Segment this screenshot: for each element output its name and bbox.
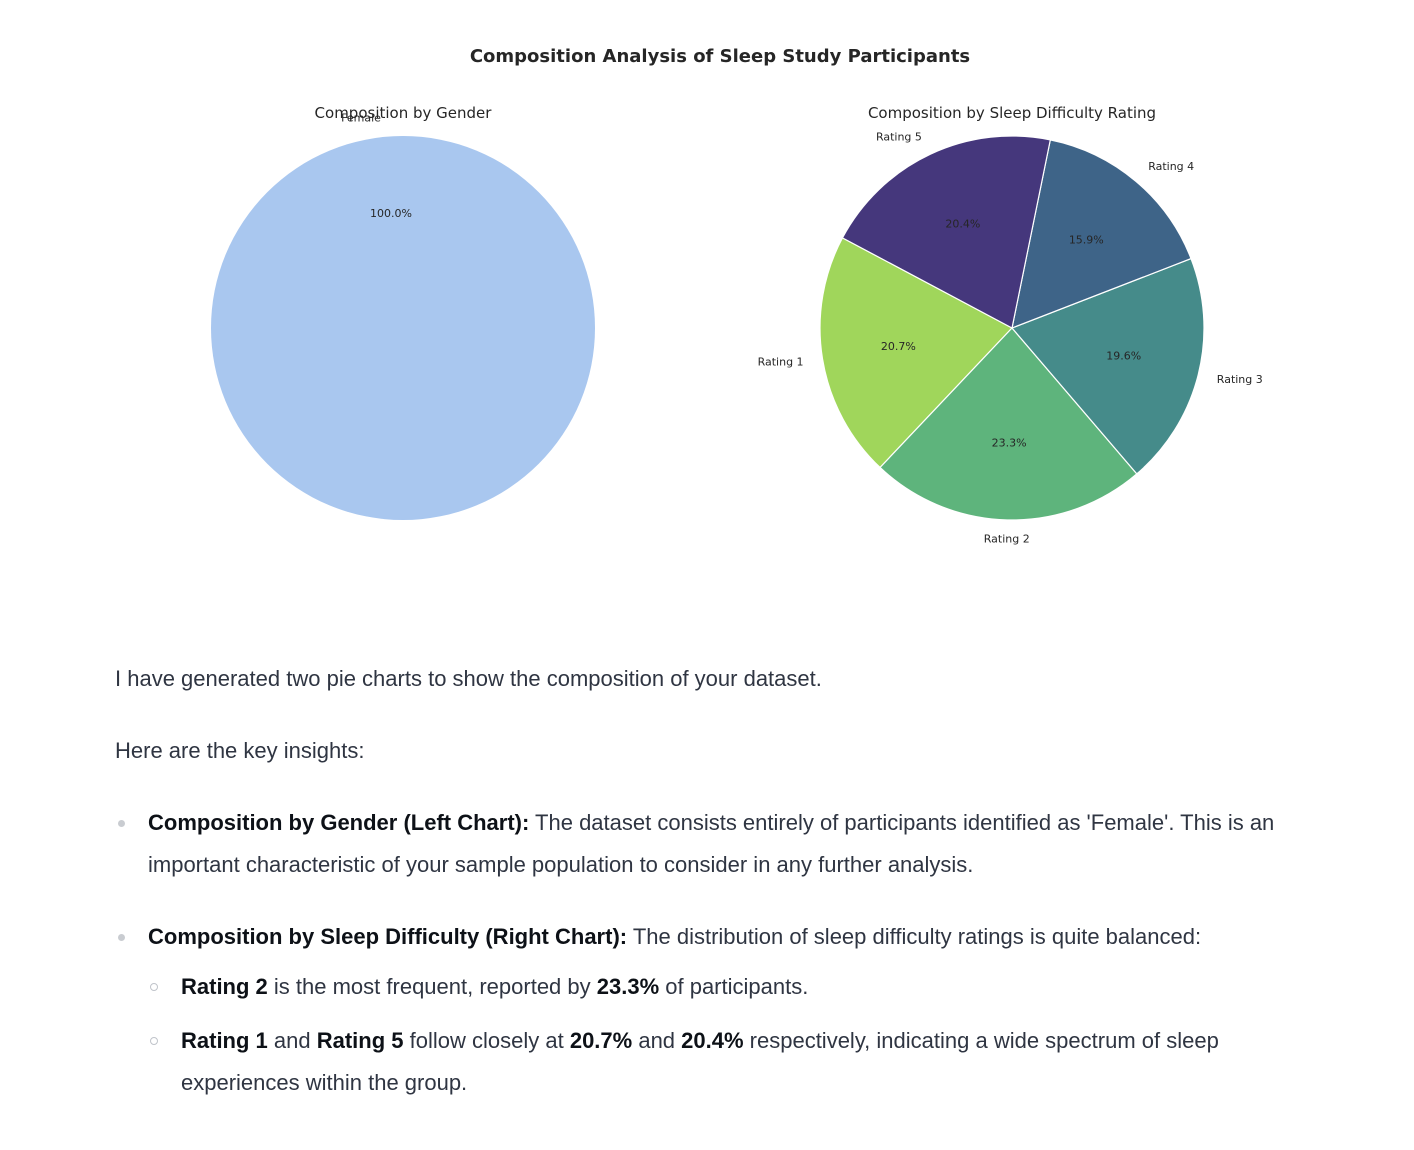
- insights-heading: Here are the key insights:: [115, 738, 365, 763]
- pie-percent-label-rating-1: 20.7%: [881, 340, 916, 353]
- pie-slice-rating-5: [841, 135, 1052, 329]
- pie-percent-label-rating-4: 15.9%: [1069, 233, 1104, 246]
- intro-paragraph: I have generated two pie charts to show …: [115, 666, 822, 691]
- sleep-difficulty-pie-chart: 20.7% Rating 1 23.3% Rating 2 19.6% Rating 3 1…: [758, 130, 1263, 545]
- pie-slice-label-female: Female: [341, 111, 381, 124]
- sub2-text-b: follow closely at: [403, 1028, 570, 1053]
- pie-slice-rating-1: [819, 237, 1013, 469]
- pie-slice-label-rating-5: Rating 5: [876, 130, 922, 143]
- sub2-bold-pct2: 20.4%: [681, 1028, 744, 1053]
- bullet1-text: The dataset consists entirely of partici…: [148, 810, 1275, 877]
- bullet2-text: The distribution of sleep difficulty rat…: [627, 924, 1202, 949]
- pie-slice-label-rating-1: Rating 1: [758, 356, 804, 369]
- insights-list: Composition by Gender (Left Chart): The …: [115, 802, 1335, 1104]
- sub2-bold-pct1: 20.7%: [569, 1028, 633, 1053]
- sub2-text-a: and: [267, 1028, 317, 1053]
- sub2-bold-rating1: Rating 1: [181, 1028, 268, 1053]
- pie-slice-label-rating-2: Rating 2: [984, 533, 1030, 546]
- pie-slice-female: [211, 136, 595, 520]
- sub2-bold-rating5: Rating 5: [316, 1028, 404, 1053]
- sub-item-rating-1-5: Rating 1 and Rating 5 follow closely at …: [148, 1020, 1335, 1104]
- sub2-text-d: respectively, indicating a wide spectrum…: [181, 1028, 1219, 1095]
- pie-slice-label-rating-3: Rating 3: [1217, 373, 1263, 386]
- pie-percent-label-rating-3: 19.6%: [1106, 350, 1141, 363]
- pie-slice-rating-3: [1010, 257, 1205, 475]
- insights-text: I have generated two pie charts to show …: [115, 658, 1335, 1134]
- sub1-text-b: of participants.: [659, 974, 809, 999]
- list-item-difficulty: Composition by Sleep Difficulty (Right C…: [115, 916, 1335, 1104]
- gender-chart-title: Composition by Gender: [315, 104, 493, 122]
- pie-percent-label-rating-5: 20.4%: [945, 217, 980, 230]
- sub1-bold-pct: 23.3%: [596, 974, 660, 999]
- bullet1-heading: Composition by Gender (Left Chart):: [148, 810, 530, 835]
- pie-slice-rating-4: [1011, 139, 1192, 329]
- pie-chart-figure: Composition Analysis of Sleep Study Part…: [211, 46, 1263, 546]
- difficulty-chart-title: Composition by Sleep Difficulty Rating: [868, 104, 1156, 122]
- sub1-text-a: is the most frequent, reported by: [267, 974, 597, 999]
- pie-slice-label-rating-4: Rating 4: [1148, 160, 1194, 173]
- sub-item-rating-2: Rating 2 is the most frequent, reported …: [148, 966, 1335, 1008]
- pie-slice-rating-2: [879, 327, 1138, 521]
- bullet2-heading: Composition by Sleep Difficulty (Right C…: [148, 924, 628, 949]
- figure-title: Composition Analysis of Sleep Study Part…: [470, 46, 970, 67]
- list-item-gender: Composition by Gender (Left Chart): The …: [115, 802, 1335, 886]
- gender-pie-chart: 100.0% Female: [211, 111, 595, 520]
- sub1-bold-rating: Rating 2: [181, 974, 268, 999]
- pie-percent-label-female: 100.0%: [370, 207, 412, 220]
- pie-percent-label-rating-2: 23.3%: [992, 437, 1027, 450]
- sub2-text-c: and: [632, 1028, 682, 1053]
- difficulty-sub-list: Rating 2 is the most frequent, reported …: [148, 966, 1335, 1104]
